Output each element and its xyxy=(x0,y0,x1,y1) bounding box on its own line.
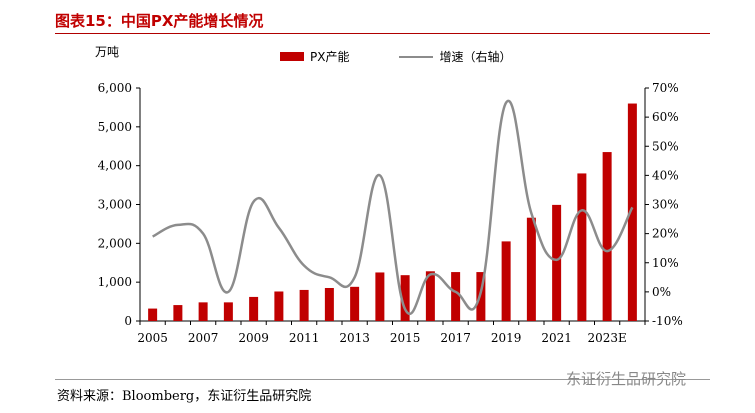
bar xyxy=(602,152,612,321)
growth-line xyxy=(152,99,634,315)
x-tick-label: 2017 xyxy=(440,331,471,345)
bar xyxy=(198,302,208,321)
x-tick-label: 2023E xyxy=(587,331,626,345)
axes xyxy=(136,87,649,325)
footer-rule xyxy=(55,379,710,380)
left-tick-label: 4,000 xyxy=(98,159,132,173)
x-tick-label: 2021 xyxy=(541,331,572,345)
source-note: 资料来源：Bloomberg，东证衍生品研究院 xyxy=(57,389,312,404)
bar xyxy=(577,173,587,321)
bar xyxy=(173,305,183,321)
title-rule xyxy=(55,33,710,34)
left-tick-label: 1,000 xyxy=(98,275,132,289)
x-tick-label: 2019 xyxy=(491,331,522,345)
bar xyxy=(324,287,334,321)
right-tick-label: 50% xyxy=(652,139,679,153)
legend-line-label: 增速（右轴） xyxy=(439,50,512,64)
bars xyxy=(148,103,637,322)
watermark: 东证衍生品研究院 xyxy=(566,370,687,388)
bar xyxy=(552,204,562,321)
x-tick-label: 2015 xyxy=(390,331,421,345)
bar xyxy=(375,272,385,321)
right-tick-label: 0% xyxy=(652,285,671,299)
bar xyxy=(249,296,259,321)
bar xyxy=(476,272,486,321)
left-tick-label: 3,000 xyxy=(98,198,132,212)
bar xyxy=(627,103,637,322)
x-tick-label: 2009 xyxy=(238,331,269,345)
right-tick-label: -10% xyxy=(652,314,683,328)
right-tick-label: 30% xyxy=(652,198,679,212)
bar xyxy=(425,271,435,321)
x-tick-label: 2007 xyxy=(188,331,219,345)
left-axis-unit: 万吨 xyxy=(95,45,120,59)
x-tick-label: 2011 xyxy=(289,331,320,345)
bar xyxy=(451,272,461,321)
bar xyxy=(299,289,309,321)
legend-bar-label: PX产能 xyxy=(310,50,350,64)
left-tick-label: 5,000 xyxy=(98,120,132,134)
x-tick-label: 2005 xyxy=(137,331,168,345)
left-tick-label: 2,000 xyxy=(98,236,132,250)
legend-line-swatch xyxy=(399,55,434,58)
chart-title: 图表15：中国PX产能增长情况 xyxy=(55,12,264,30)
right-tick-label: 20% xyxy=(652,227,679,241)
right-tick-label: 10% xyxy=(652,256,679,270)
bar xyxy=(400,275,410,321)
left-tick-label: 0 xyxy=(124,314,132,328)
tick-labels: 0 1,000 2,000 3,000 4,000 5,000 6,000 -10% 0% 10%… xyxy=(98,81,683,345)
bar xyxy=(148,308,158,321)
right-tick-label: 60% xyxy=(652,110,679,124)
bar xyxy=(501,241,511,321)
left-tick-label: 6,000 xyxy=(98,81,132,95)
right-tick-label: 40% xyxy=(652,168,679,182)
bar xyxy=(223,302,233,321)
legend-bar-swatch xyxy=(280,52,304,61)
bar xyxy=(526,217,536,321)
bar xyxy=(350,286,360,321)
bar xyxy=(274,291,284,321)
legend: PX产能 增速（右轴） xyxy=(280,48,511,65)
x-tick-label: 2013 xyxy=(339,331,370,345)
right-tick-label: 70% xyxy=(652,81,679,95)
